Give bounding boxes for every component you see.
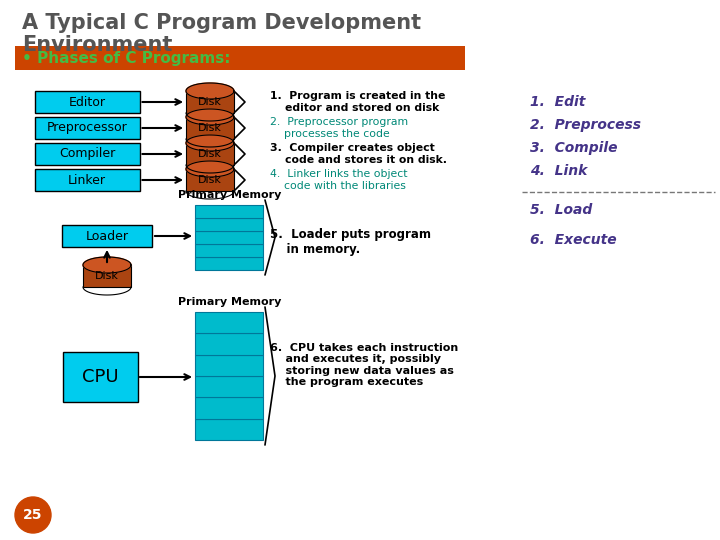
Text: 5.  Load: 5. Load (530, 203, 593, 217)
Text: Environment: Environment (22, 35, 172, 55)
Text: Editor: Editor (68, 96, 106, 109)
FancyBboxPatch shape (195, 312, 263, 333)
Polygon shape (186, 83, 234, 99)
Text: Primary Memory: Primary Memory (179, 190, 282, 200)
Polygon shape (83, 257, 131, 273)
Text: 3.  Compile: 3. Compile (530, 141, 618, 155)
Text: Loader: Loader (86, 230, 128, 242)
FancyBboxPatch shape (195, 257, 263, 270)
Polygon shape (186, 109, 234, 125)
Text: Preprocessor: Preprocessor (47, 122, 127, 134)
Text: 6.  Execute: 6. Execute (530, 233, 616, 247)
FancyBboxPatch shape (195, 333, 263, 355)
Text: A Typical C Program Development: A Typical C Program Development (22, 13, 421, 33)
FancyBboxPatch shape (195, 418, 263, 440)
Text: Disk: Disk (198, 175, 222, 185)
Text: 2.  Preprocessor program
    processes the code: 2. Preprocessor program processes the co… (270, 117, 408, 139)
FancyBboxPatch shape (35, 143, 140, 165)
Text: 6.  CPU takes each instruction
    and executes it, possibly
    storing new dat: 6. CPU takes each instruction and execut… (270, 342, 458, 387)
FancyBboxPatch shape (35, 117, 140, 139)
Polygon shape (186, 161, 234, 177)
FancyBboxPatch shape (195, 397, 263, 418)
Text: • Phases of C Programs:: • Phases of C Programs: (22, 51, 230, 65)
FancyBboxPatch shape (195, 218, 263, 231)
Polygon shape (186, 117, 234, 139)
FancyBboxPatch shape (195, 231, 263, 244)
Text: Disk: Disk (198, 97, 222, 107)
Text: 25: 25 (23, 508, 42, 522)
Polygon shape (186, 91, 234, 113)
Text: Linker: Linker (68, 173, 106, 186)
Text: 4.  Linker links the object
    code with the libraries: 4. Linker links the object code with the… (270, 169, 408, 191)
FancyBboxPatch shape (35, 169, 140, 191)
Polygon shape (186, 169, 234, 191)
Text: 3.  Compiler creates object
    code and stores it on disk.: 3. Compiler creates object code and stor… (270, 143, 447, 165)
Text: 4.  Link: 4. Link (530, 164, 588, 178)
FancyBboxPatch shape (195, 355, 263, 376)
FancyBboxPatch shape (15, 46, 465, 70)
Text: 1.  Edit: 1. Edit (530, 95, 585, 109)
FancyBboxPatch shape (195, 205, 263, 218)
Text: Disk: Disk (95, 271, 119, 281)
Text: CPU: CPU (81, 368, 118, 386)
Text: 5.  Loader puts program
    in memory.: 5. Loader puts program in memory. (270, 228, 431, 256)
FancyBboxPatch shape (195, 244, 263, 257)
Circle shape (15, 497, 51, 533)
FancyBboxPatch shape (62, 225, 152, 247)
FancyBboxPatch shape (63, 352, 138, 402)
Text: Disk: Disk (198, 123, 222, 133)
FancyBboxPatch shape (35, 91, 140, 113)
Polygon shape (186, 143, 234, 165)
FancyBboxPatch shape (195, 376, 263, 397)
Text: Primary Memory: Primary Memory (179, 297, 282, 307)
Text: 2.  Preprocess: 2. Preprocess (530, 118, 641, 132)
Text: Compiler: Compiler (59, 147, 115, 160)
Polygon shape (186, 135, 234, 151)
Text: 1.  Program is created in the
    editor and stored on disk: 1. Program is created in the editor and … (270, 91, 446, 113)
Polygon shape (83, 265, 131, 287)
Text: Disk: Disk (198, 149, 222, 159)
